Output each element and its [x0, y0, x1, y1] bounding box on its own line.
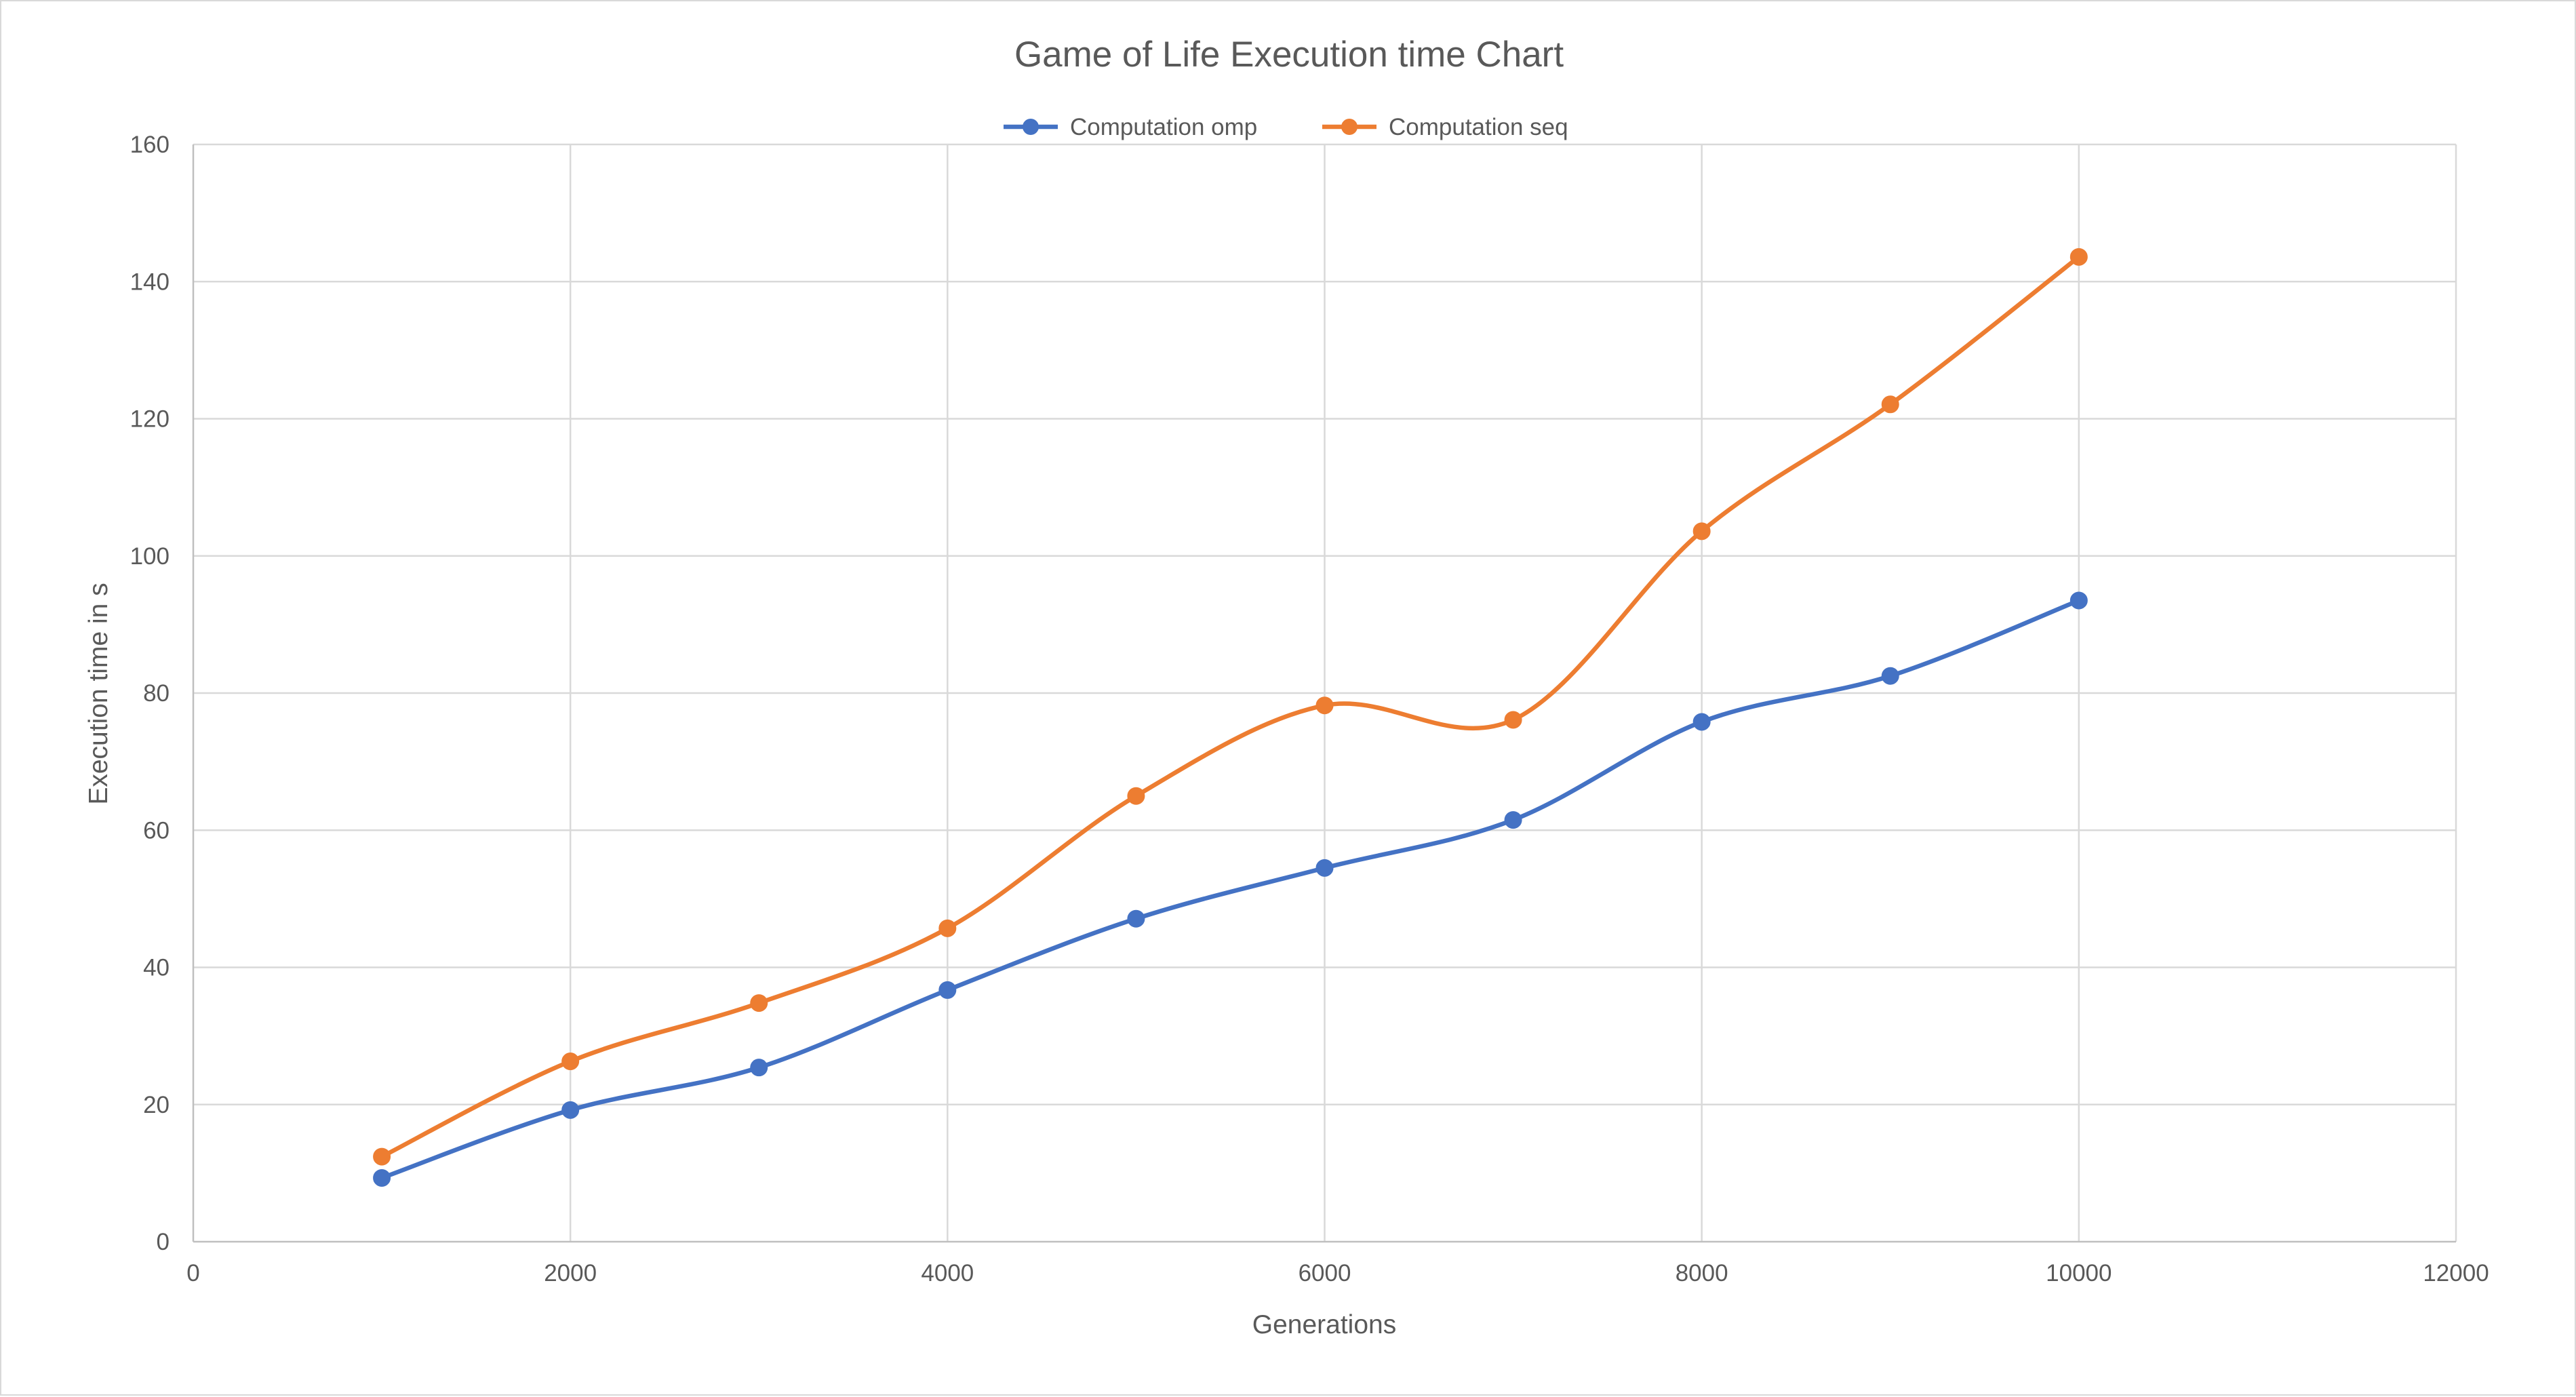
y-tick-label: 120: [130, 406, 170, 433]
y-tick-label: 140: [130, 269, 170, 295]
data-point: [1315, 859, 1334, 877]
y-tick-label: 0: [157, 1229, 170, 1255]
series-computation-seq: [373, 248, 2088, 1166]
data-point: [2069, 591, 2088, 610]
data-point: [1127, 787, 1145, 805]
x-tick-label: 6000: [1299, 1260, 1351, 1286]
y-tick-label: 20: [143, 1092, 170, 1118]
chart-title: Game of Life Execution time Chart: [1014, 35, 1564, 75]
data-point: [750, 1059, 768, 1077]
y-tick-label: 100: [130, 543, 170, 570]
data-point: [938, 919, 957, 937]
legend-item-computation-seq: Computation seq: [1322, 114, 1568, 140]
data-point: [1881, 667, 1899, 685]
data-point: [373, 1168, 391, 1187]
x-tick-label: 0: [186, 1260, 199, 1286]
legend-swatch-marker: [1341, 119, 1358, 135]
data-point: [1692, 522, 1711, 540]
data-point: [561, 1101, 580, 1119]
y-tick-label: 160: [130, 132, 170, 158]
data-point: [938, 981, 957, 999]
data-point: [750, 994, 768, 1012]
data-point: [1504, 811, 1522, 829]
y-tick-label: 80: [143, 680, 170, 707]
data-point: [561, 1052, 580, 1071]
data-point: [1315, 696, 1334, 715]
data-point: [373, 1147, 391, 1166]
legend-swatch-marker: [1023, 119, 1039, 135]
x-tick-label: 10000: [2046, 1260, 2112, 1286]
gridlines: [193, 143, 2457, 1242]
legend-item-computation-omp: Computation omp: [1004, 114, 1257, 140]
data-point: [1127, 909, 1145, 928]
series-line-computation-seq: [379, 254, 2082, 1159]
series-computation-omp: [373, 591, 2088, 1187]
x-tick-label: 4000: [921, 1260, 974, 1286]
data-point: [2069, 248, 2088, 266]
x-tick-label: 12000: [2423, 1260, 2489, 1286]
x-axis-title: Generations: [1252, 1310, 1396, 1339]
data-point: [1692, 713, 1711, 731]
legend-label: Computation seq: [1389, 114, 1568, 140]
x-tick-label: 8000: [1676, 1260, 1728, 1286]
axes: [192, 144, 2456, 1243]
data-point: [1881, 395, 1899, 414]
legend: Computation omp Computation seq: [1004, 114, 1568, 140]
y-axis-title: Execution time in s: [84, 583, 113, 804]
legend-label: Computation omp: [1070, 114, 1257, 140]
y-tick-label: 40: [143, 955, 170, 981]
y-tick-label: 60: [143, 817, 170, 844]
tick-labels: 0 20 40 60 80 100 120 140 160 0 2000 4000 6000 8000 10…: [130, 132, 2489, 1286]
x-tick-label: 2000: [544, 1260, 597, 1286]
series-line-computation-omp: [379, 598, 2082, 1181]
series: [373, 248, 2088, 1187]
data-point: [1504, 711, 1522, 729]
